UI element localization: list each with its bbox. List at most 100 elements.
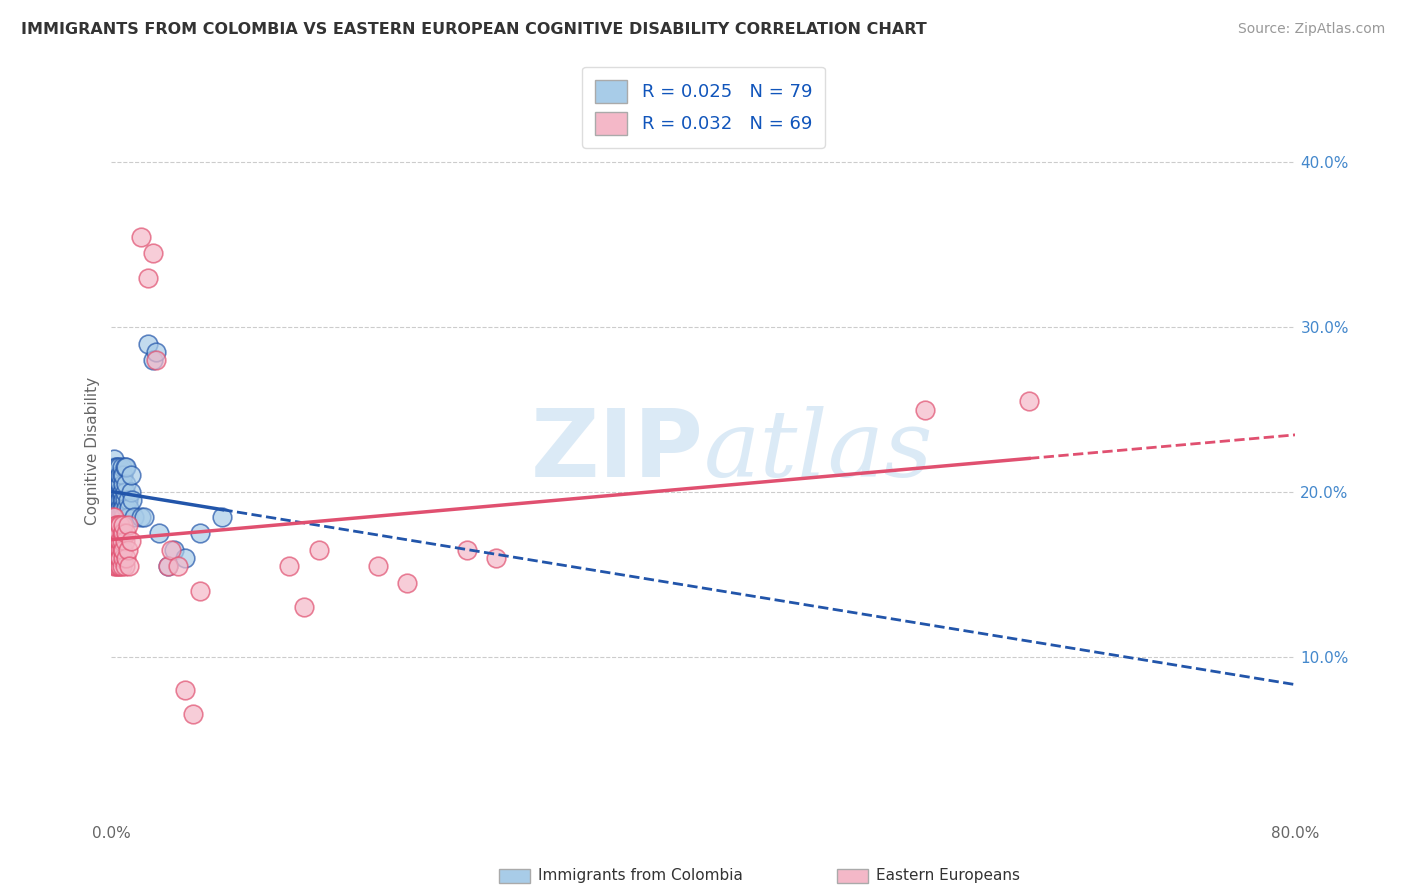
Point (104, 517, 127, 532)
Point (108, 485, 131, 500)
Point (105, 509, 128, 524)
Point (104, 485, 127, 500)
Point (148, 526, 170, 541)
Point (118, 501, 141, 516)
Point (108, 460, 131, 475)
Point (111, 559, 134, 574)
Point (110, 493, 132, 508)
Point (103, 526, 125, 541)
Point (112, 509, 135, 524)
Point (105, 476, 128, 491)
Point (159, 542, 181, 557)
Point (396, 575, 419, 590)
Point (188, 526, 211, 541)
Point (104, 542, 127, 557)
Point (103, 460, 125, 475)
Text: Eastern Europeans: Eastern Europeans (876, 869, 1019, 883)
Point (156, 559, 179, 574)
Point (105, 550, 128, 565)
Point (111, 485, 134, 500)
Point (101, 468, 124, 483)
Point (117, 517, 139, 532)
Point (110, 542, 132, 557)
Point (108, 517, 131, 532)
Point (112, 468, 135, 483)
Point (129, 509, 152, 524)
Point (105, 501, 128, 516)
Point (101, 526, 124, 541)
Point (167, 559, 190, 574)
Point (111, 485, 134, 500)
Text: ZIP: ZIP (530, 405, 703, 497)
Point (122, 509, 145, 524)
Point (108, 501, 131, 516)
Point (104, 534, 127, 549)
Point (108, 468, 131, 483)
Point (108, 559, 131, 574)
Point (104, 534, 127, 549)
Point (110, 534, 132, 549)
Point (110, 550, 132, 565)
Point (118, 559, 141, 574)
Point (112, 476, 135, 491)
Point (108, 485, 131, 500)
Point (111, 468, 134, 483)
Point (110, 517, 132, 532)
Point (108, 493, 131, 508)
Point (367, 559, 389, 574)
Point (111, 501, 134, 516)
Point (105, 493, 128, 508)
Point (111, 526, 134, 541)
Point (108, 509, 131, 524)
Point (112, 501, 135, 516)
Point (115, 476, 138, 491)
Point (101, 509, 124, 524)
Point (292, 600, 315, 615)
Point (104, 526, 127, 541)
Point (112, 550, 135, 565)
Point (456, 542, 478, 557)
Point (105, 542, 128, 557)
Text: Immigrants from Colombia: Immigrants from Colombia (538, 869, 744, 883)
Point (101, 493, 124, 508)
Point (110, 559, 132, 574)
Point (104, 526, 127, 541)
Point (105, 559, 128, 574)
Point (112, 493, 135, 508)
Point (142, 353, 165, 368)
Point (104, 485, 127, 500)
Text: atlas: atlas (703, 406, 934, 496)
Point (156, 559, 179, 574)
Point (115, 501, 138, 516)
Point (103, 534, 125, 549)
Point (117, 542, 139, 557)
Point (115, 526, 138, 541)
Point (103, 501, 125, 516)
Point (103, 526, 125, 541)
Point (121, 493, 143, 508)
Point (110, 468, 132, 483)
Text: IMMIGRANTS FROM COLOMBIA VS EASTERN EUROPEAN COGNITIVE DISABILITY CORRELATION CH: IMMIGRANTS FROM COLOMBIA VS EASTERN EURO… (21, 22, 927, 37)
Point (211, 509, 233, 524)
Point (114, 485, 136, 500)
Point (117, 493, 139, 508)
Point (115, 550, 138, 565)
Point (114, 534, 136, 549)
Point (105, 485, 128, 500)
Point (103, 485, 125, 500)
Point (110, 509, 132, 524)
Point (108, 476, 131, 491)
Point (278, 559, 301, 574)
Point (308, 542, 330, 557)
Point (103, 559, 125, 574)
Point (101, 542, 124, 557)
Point (114, 493, 136, 508)
Point (104, 501, 127, 516)
Point (104, 526, 127, 541)
Point (174, 550, 197, 565)
Point (145, 345, 167, 359)
Point (111, 493, 134, 508)
Point (138, 336, 160, 351)
Point (120, 485, 142, 500)
Point (485, 550, 508, 565)
